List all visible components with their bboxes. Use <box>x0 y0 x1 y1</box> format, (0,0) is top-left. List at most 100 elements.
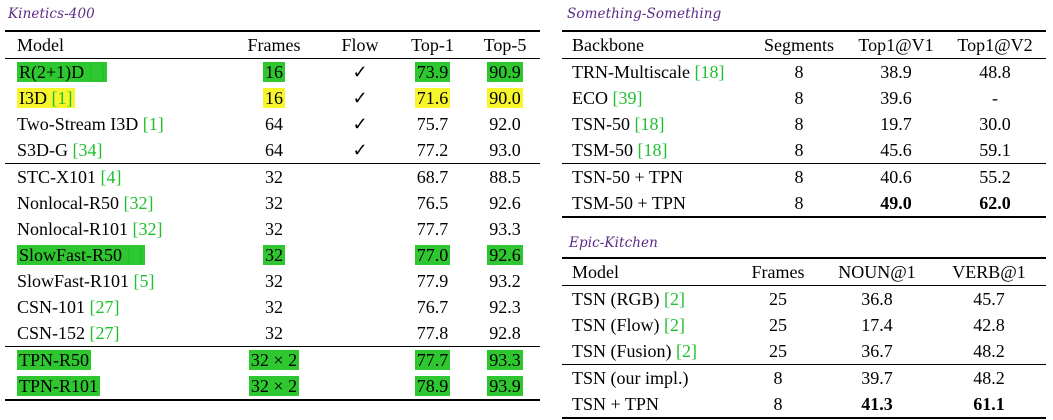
top1-cell: 77.8 <box>416 323 449 343</box>
model-cell: TPN-R50 <box>5 347 223 374</box>
top5-cell: 93.3 <box>489 219 521 239</box>
segments-cell: 8 <box>794 193 804 213</box>
table-row: TSN-50 [18] 8 19.7 30.0 <box>562 111 1046 137</box>
top1-cell: 76.5 <box>416 193 449 213</box>
model-cell: TSN (our impl.) <box>562 365 734 392</box>
verb-cell: 48.2 <box>973 368 1005 388</box>
epic-title: Epic-Kitchen <box>569 235 658 251</box>
top1-v1-cell: 40.6 <box>880 167 912 187</box>
top5-cell: 93.2 <box>489 271 521 291</box>
header-flow: Flow <box>341 35 379 55</box>
header-top1: Top-1 <box>411 35 454 55</box>
citation-ref: [5] <box>133 271 155 291</box>
epic-body: TSN (RGB) [2] 25 36.8 45.7 TSN (Flow) [2] 25 1… <box>562 285 1046 418</box>
model-name: I3D <box>19 88 47 108</box>
top5-cell: 90.9 <box>470 59 540 86</box>
frames-cell: 64 <box>265 140 283 160</box>
something-table: Backbone Segments Top1@V1 Top1@V2 TRN-Mu… <box>562 30 1046 218</box>
citation-ref: [18] <box>637 140 668 160</box>
model-cell: I3D [1] <box>5 85 223 111</box>
model-name: SlowFast-R50 <box>19 245 123 265</box>
top1-v1-cell: 49.0 <box>880 193 912 213</box>
frames-cell: 25 <box>769 315 787 335</box>
top1-v2-cell: - <box>992 88 998 108</box>
backbone-cell: TSM-50 + TPN <box>562 190 750 217</box>
citation-ref: [18] <box>634 114 665 134</box>
model-cell: TSN (RGB) [2] <box>562 286 734 313</box>
top1-text: 73.9 <box>414 62 451 82</box>
table-row: TSN-50 + TPN 8 40.6 55.2 <box>562 163 1046 191</box>
noun-cell: 39.7 <box>861 368 893 388</box>
top5-cell: 92.6 <box>470 242 540 268</box>
verb-cell: 45.7 <box>973 289 1005 309</box>
frames-cell: 25 <box>769 289 787 309</box>
model-name: CSN-152 <box>17 323 86 343</box>
header-backbone: Backbone <box>572 35 644 55</box>
model-cell: SlowFast-R50 [ ] <box>5 242 223 268</box>
top5-cell: 93.0 <box>489 140 521 160</box>
noun-cell: 36.7 <box>861 341 893 361</box>
top5-cell: 88.5 <box>489 167 521 187</box>
model-cell: CSN-152 [27] <box>5 320 223 347</box>
noun-cell: 17.4 <box>861 315 893 335</box>
model-highlight: R(2+1)D [ ] <box>17 62 108 82</box>
noun-cell: 41.3 <box>861 394 893 414</box>
top1-v1-cell: 38.9 <box>880 62 912 82</box>
frames-cell: 32 <box>265 297 283 317</box>
citation-ref: [1] <box>51 88 73 108</box>
segments-cell: 8 <box>794 114 804 134</box>
epic-header: Model Frames NOUN@1 VERB@1 <box>562 258 1046 286</box>
frames-text: 32 <box>263 245 285 265</box>
segments-cell: 8 <box>794 167 804 187</box>
model-cell: Nonlocal-R50 [32] <box>5 190 223 216</box>
table-row: TPN-R101 32 × 2 78.9 93.9 <box>5 373 540 400</box>
table-row: TSN (Fusion) [2] 25 36.7 48.2 <box>562 338 1046 365</box>
something-title: Something-Something <box>567 6 722 22</box>
table-row: CSN-152 [27] 32 77.8 92.8 <box>5 320 540 347</box>
top1-cell: 77.7 <box>416 219 449 239</box>
segments-cell: 8 <box>794 88 804 108</box>
table-row: ECO [39] 8 39.6 - <box>562 85 1046 111</box>
top5-cell: 92.6 <box>489 193 521 213</box>
header-top1-v1: Top1@V1 <box>858 35 934 55</box>
model-cell: TSN (Fusion) [2] <box>562 338 734 365</box>
flow-cell: ✓ <box>352 114 368 134</box>
top5-text: 93.3 <box>487 350 523 370</box>
frames-text: 32 × 2 <box>248 350 300 370</box>
citation-ref: [ ] <box>88 62 106 82</box>
citation-ref: [32] <box>132 219 163 239</box>
frames-cell: 32 <box>265 193 283 213</box>
citation-ref: [ ] <box>126 245 144 265</box>
frames-cell: 32 <box>265 167 283 187</box>
model-cell: R(2+1)D [ ] <box>5 59 223 86</box>
model-highlight: TPN-R101 <box>17 376 101 396</box>
frames-cell: 8 <box>773 394 783 414</box>
top5-cell: 90.0 <box>470 85 540 111</box>
frames-cell: 16 <box>223 85 325 111</box>
flow-cell: ✓ <box>352 62 368 82</box>
flow-cell <box>325 294 395 320</box>
header-segments: Segments <box>764 35 834 55</box>
top1-text: 77.7 <box>414 350 451 370</box>
citation-ref: [34] <box>72 140 103 160</box>
table-row: TSM-50 + TPN 8 49.0 62.0 <box>562 190 1046 217</box>
top1-v2-cell: 30.0 <box>979 114 1011 134</box>
epic-table: Model Frames NOUN@1 VERB@1 TSN (RGB) [2]… <box>562 257 1046 419</box>
model-highlight: I3D [1] <box>17 88 75 108</box>
frames-cell: 8 <box>773 368 783 388</box>
frames-text: 16 <box>263 62 285 82</box>
header-noun: NOUN@1 <box>838 262 916 282</box>
citation-ref: [18] <box>694 62 725 82</box>
citation-ref: [2] <box>676 341 698 361</box>
top1-v2-cell: 62.0 <box>979 193 1011 213</box>
model-cell: CSN-101 [27] <box>5 294 223 320</box>
model-name: TPN-R50 <box>19 350 90 370</box>
table-row: Nonlocal-R50 [32] 32 76.5 92.6 <box>5 190 540 216</box>
model-name: TSN + TPN <box>572 394 659 414</box>
kinetics-body: R(2+1)D [ ] 16 ✓ 73.9 90.9 I3D [1] 16 ✓ 71.6 90.0… <box>5 58 540 400</box>
top1-text: 77.0 <box>414 245 451 265</box>
table-row: TRN-Multiscale [18] 8 38.9 48.8 <box>562 58 1046 86</box>
flow-cell <box>325 347 395 374</box>
table-row: I3D [1] 16 ✓ 71.6 90.0 <box>5 85 540 111</box>
table-row: TSN (our impl.) 8 39.7 48.2 <box>562 364 1046 392</box>
